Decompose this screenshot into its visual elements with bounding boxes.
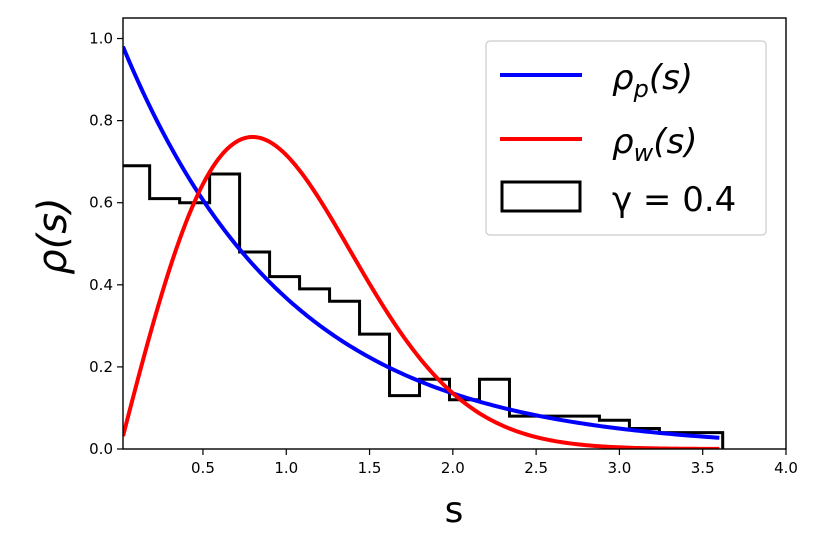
x-tick-label: 4.0 bbox=[774, 459, 798, 477]
legend-label-rho-w: ρw(s) bbox=[612, 122, 697, 167]
y-axis-ticks: 0.0 0.2 0.4 0.6 0.8 1.0 bbox=[89, 30, 123, 458]
series-layer bbox=[123, 45, 725, 449]
series-line-rho-p bbox=[123, 45, 720, 440]
legend-label-histogram: γ = 0.4 bbox=[612, 180, 736, 220]
legend-box bbox=[485, 40, 767, 236]
x-tick-label: 2.5 bbox=[524, 459, 548, 477]
series-line-rho-w bbox=[123, 135, 720, 449]
x-tick-label: 1.0 bbox=[274, 459, 298, 477]
y-tick-label: 0.6 bbox=[89, 194, 113, 212]
y-tick-label: 0.8 bbox=[89, 112, 113, 130]
legend: ρp(s) ρw(s) γ = 0.4 bbox=[485, 40, 767, 236]
x-tick-label: 3.0 bbox=[607, 459, 631, 477]
x-tick-label: 0.5 bbox=[191, 459, 215, 477]
legend-label-rho-p: ρp(s) bbox=[612, 58, 693, 103]
x-tick-label: 1.5 bbox=[358, 459, 382, 477]
x-axis-label: s bbox=[445, 490, 464, 531]
y-axis-label: ρ(s) bbox=[30, 197, 76, 274]
x-axis-ticks: 0.5 1.0 1.5 2.0 2.5 3.0 3.5 4.0 bbox=[191, 449, 798, 477]
y-tick-label: 1.0 bbox=[89, 30, 113, 48]
legend-swatch-histogram bbox=[500, 180, 582, 213]
x-tick-label: 3.5 bbox=[691, 459, 715, 477]
y-tick-label: 0.0 bbox=[89, 440, 113, 458]
y-tick-label: 0.4 bbox=[89, 276, 113, 294]
y-tick-label: 0.2 bbox=[89, 358, 113, 376]
series-histogram-gamma-0-4 bbox=[123, 164, 725, 449]
plot-frame bbox=[122, 17, 787, 450]
x-tick-label: 2.0 bbox=[441, 459, 465, 477]
